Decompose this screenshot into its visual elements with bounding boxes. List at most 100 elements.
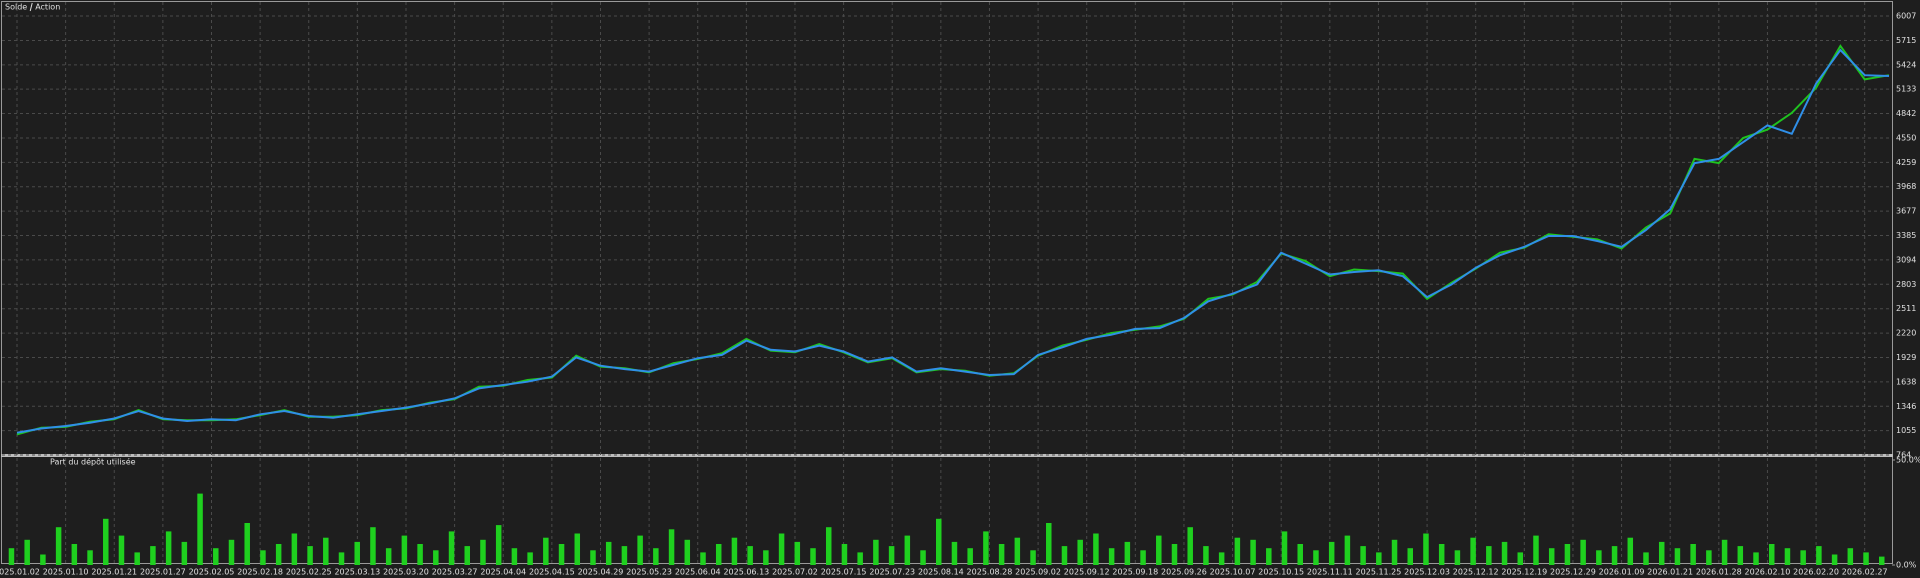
subpanel-title: Part du dépôt utilisée [50, 457, 136, 467]
bar [1674, 548, 1681, 565]
legend-label[interactable]: Solde [5, 3, 27, 12]
bar [1281, 531, 1288, 565]
bar [71, 544, 78, 565]
bar [794, 541, 801, 565]
bar [1470, 537, 1476, 565]
x-tick-label: 2025.02.05 [189, 568, 235, 577]
bar [511, 548, 518, 565]
bar [1548, 548, 1555, 565]
x-tick-label: 2026.02.27 [1842, 568, 1888, 577]
y-tick-label: 1055 [1896, 426, 1916, 435]
bar [448, 531, 455, 565]
x-tick-label: 2025.07.02 [772, 568, 818, 577]
x-tick-label: 2025.01.27 [140, 568, 186, 577]
bar [433, 550, 439, 565]
bar [103, 518, 109, 565]
bar [1737, 546, 1744, 565]
bar [495, 525, 502, 565]
x-tick-label: 2025.03.20 [383, 568, 429, 577]
bar [1564, 544, 1571, 565]
bar [1061, 546, 1068, 565]
bar [197, 493, 203, 565]
y-tick-label: 3385 [1896, 231, 1916, 240]
bar [1706, 550, 1712, 565]
bar [165, 531, 172, 565]
bar [527, 552, 533, 565]
y-tick-label: 4842 [1896, 109, 1916, 118]
bar [1501, 541, 1508, 565]
y-tick-label: 5424 [1896, 60, 1916, 69]
y-tick-label: 1638 [1896, 377, 1916, 386]
x-tick-label: 2025.09.12 [1064, 568, 1110, 577]
bar [747, 546, 753, 565]
bar [684, 539, 691, 565]
bar [464, 546, 470, 565]
bar [244, 523, 250, 565]
bar [810, 548, 816, 565]
bar [8, 548, 15, 565]
bar [1611, 546, 1618, 565]
bar [668, 529, 675, 565]
y-tick-label: 1346 [1896, 402, 1916, 411]
x-tick-label: 2025.03.27 [432, 568, 478, 577]
x-tick-label: 2025.09.26 [1161, 568, 1207, 577]
bar [1046, 523, 1052, 565]
x-tick-label: 2026.02.20 [1793, 568, 1839, 577]
bar [1187, 527, 1193, 565]
bar [731, 537, 738, 565]
x-tick-label: 2025.10.07 [1210, 568, 1256, 577]
bar [40, 554, 46, 565]
bar [1328, 541, 1335, 565]
bar [1313, 550, 1319, 565]
bar [1391, 539, 1398, 565]
bar [763, 550, 769, 565]
y-tick-label: 3677 [1896, 207, 1916, 216]
bar [998, 544, 1005, 565]
y-tick-label: 4259 [1896, 158, 1916, 167]
legend-label[interactable]: Action [35, 3, 60, 12]
bar [385, 548, 392, 565]
bar [920, 550, 926, 565]
bar [1438, 544, 1445, 565]
bar [1847, 548, 1854, 565]
bar [1344, 535, 1351, 565]
bar [1030, 550, 1036, 565]
x-tick-label: 2025.05.23 [626, 568, 672, 577]
bar [1627, 537, 1634, 565]
bar [935, 518, 942, 565]
bar [1690, 544, 1696, 565]
bar [1171, 544, 1178, 565]
bar [1784, 548, 1791, 565]
x-tick-label: 2025.02.18 [237, 568, 283, 577]
bar [291, 533, 298, 565]
x-tick-label: 2025.04.15 [529, 568, 575, 577]
bar [1878, 556, 1885, 565]
bar [370, 527, 376, 565]
y-tick-label: 1929 [1896, 353, 1916, 362]
bar [700, 552, 706, 565]
y-tick-label: 3094 [1896, 255, 1916, 264]
bar [1768, 544, 1775, 565]
bar [275, 544, 282, 565]
bar [1140, 550, 1146, 565]
x-tick-label: 2025.04.29 [578, 568, 624, 577]
x-tick-label: 2025.11.11 [1307, 568, 1353, 577]
x-tick-label: 2025.12.29 [1550, 568, 1596, 577]
x-tick-label: 2025.11.25 [1356, 568, 1402, 577]
x-tick-label: 2026.01.28 [1696, 568, 1742, 577]
plot-frame [1, 1, 1893, 564]
bar [590, 550, 596, 565]
bar [715, 544, 722, 565]
bar [1156, 535, 1162, 565]
bar [87, 550, 93, 565]
bar [841, 544, 848, 565]
bar [1093, 533, 1099, 565]
y-tick-label: 764 [1896, 451, 1911, 460]
bar [1863, 552, 1869, 565]
y-tick-label: 50.0% [1896, 456, 1920, 465]
x-tick-label: 2025.07.15 [821, 568, 867, 577]
bar [323, 537, 329, 565]
x-tick-label: 2025.02.25 [286, 568, 332, 577]
